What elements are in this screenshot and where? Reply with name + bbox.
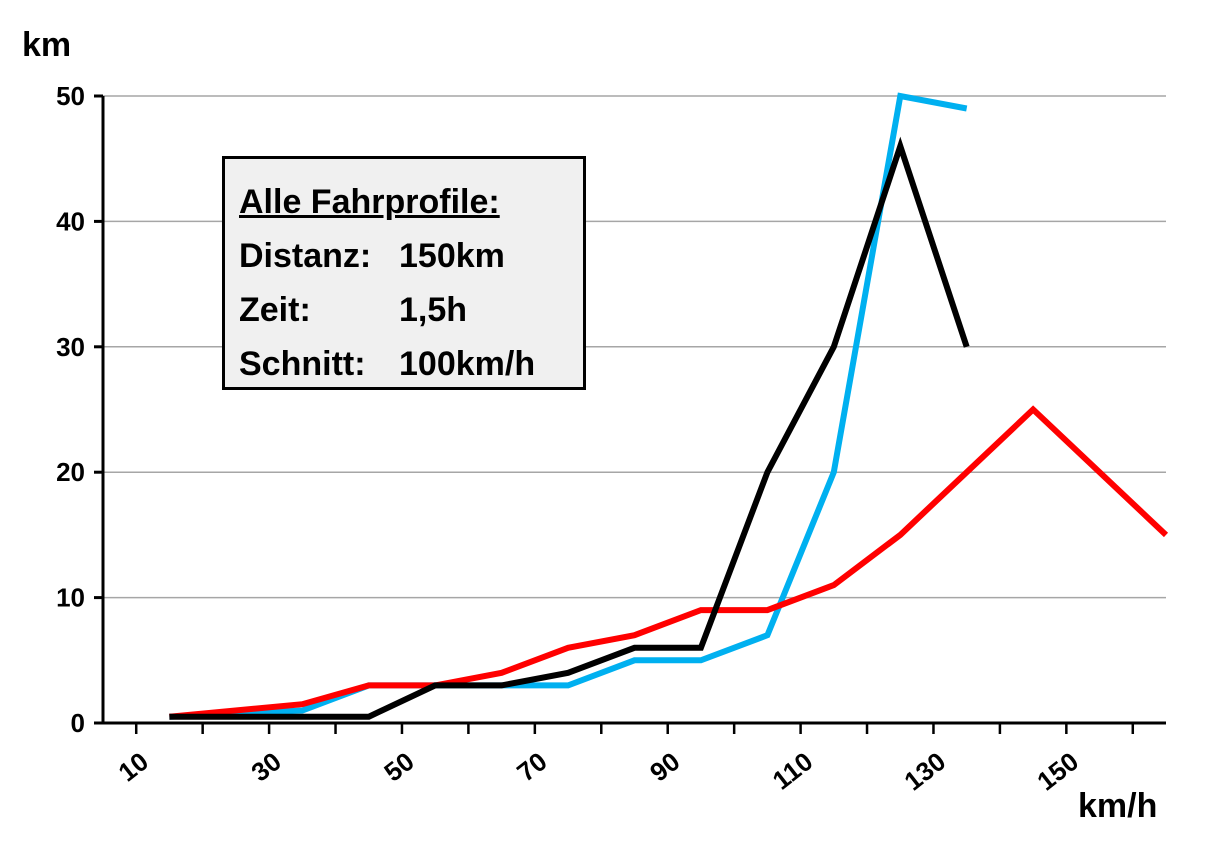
- info-value-time: 1,5h: [399, 291, 468, 329]
- info-value-average: 100km/h: [399, 345, 536, 383]
- info-key-time: Zeit:: [239, 291, 311, 329]
- tick-labels: 0 10 20 30 40 50 10 30 50 70 90 110 130 150: [56, 81, 1084, 796]
- x-axis-label: km/h: [1078, 787, 1157, 825]
- x-tick-label: 10: [113, 746, 154, 787]
- series-line-2: [169, 405, 1169, 720]
- info-value-distance: 150km: [399, 237, 505, 275]
- series-lines: [169, 92, 1169, 720]
- x-tick-label: 50: [378, 746, 419, 787]
- y-tick-label: 10: [56, 583, 85, 613]
- info-row-average: Schnitt: 100km/h: [239, 337, 583, 391]
- x-tick-label: 30: [246, 746, 287, 787]
- info-box-title: Alle Fahrprofile:: [239, 183, 500, 221]
- x-tick-label: 150: [1031, 746, 1084, 796]
- y-tick-label: 40: [56, 206, 85, 236]
- info-row-time: Zeit: 1,5h: [239, 283, 583, 337]
- y-tick-label: 50: [56, 81, 85, 111]
- info-key-average: Schnitt:: [239, 345, 366, 383]
- series-line-3: [169, 136, 970, 720]
- x-tick-label: 130: [899, 746, 952, 796]
- x-tick-label: 90: [644, 746, 685, 787]
- info-row-distance: Distanz: 150km: [239, 229, 583, 283]
- x-tick-label: 110: [767, 746, 819, 795]
- x-tick-label: 70: [511, 746, 552, 787]
- y-tick-label: 20: [56, 457, 85, 487]
- info-box: Alle Fahrprofile: Distanz: 150km Zeit: 1…: [222, 156, 586, 390]
- y-tick-label: 30: [56, 332, 85, 362]
- y-tick-label: 0: [71, 708, 85, 738]
- info-key-distance: Distanz:: [239, 237, 372, 275]
- axes: [94, 94, 1166, 734]
- y-axis-label: km: [22, 26, 71, 64]
